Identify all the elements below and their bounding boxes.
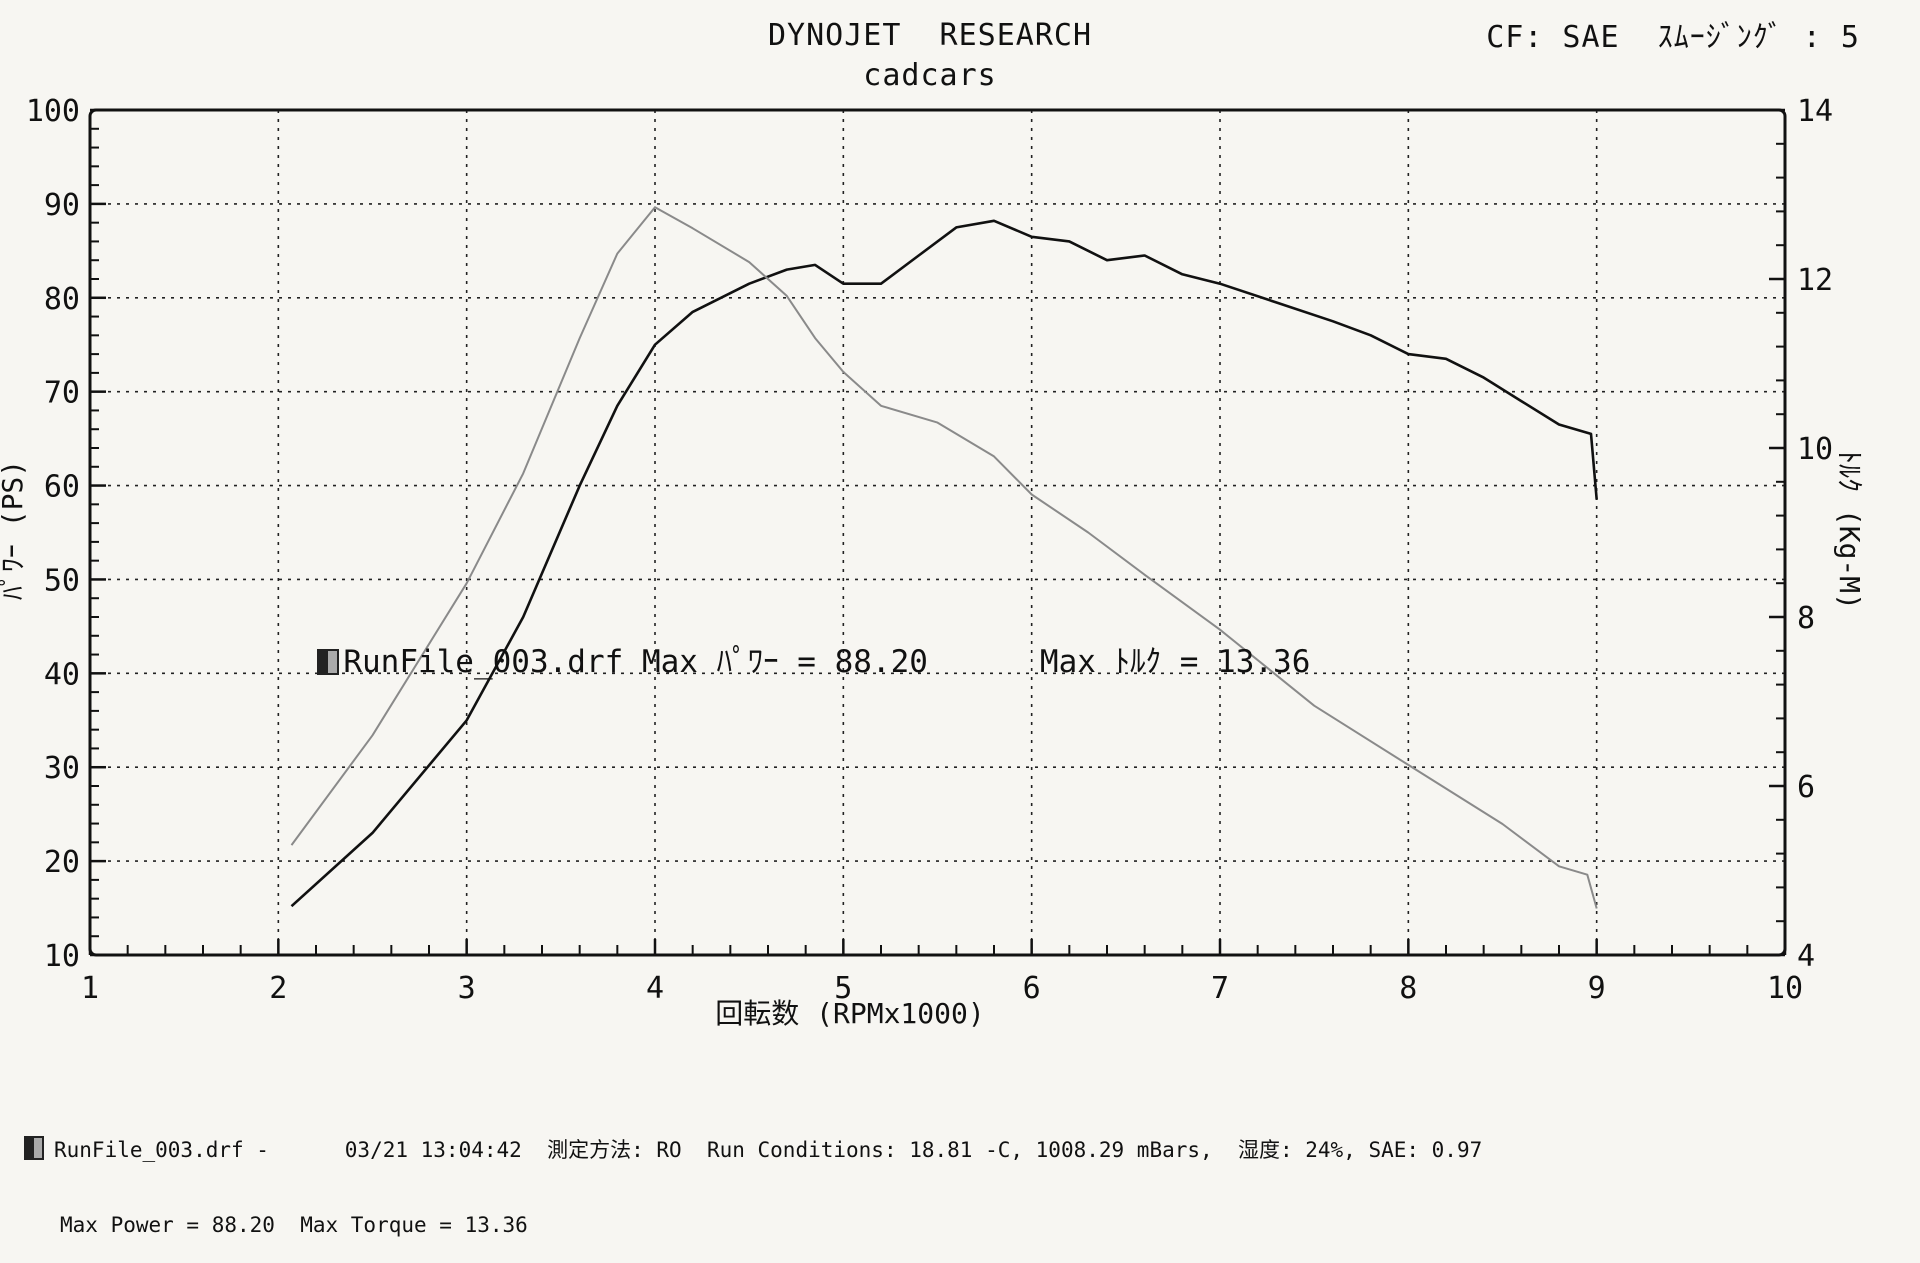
y-left-tick-label: 70 [44,376,80,411]
annotation-max-torque: Max ﾄﾙｸ = 13.36 [1039,644,1311,680]
x-tick-label: 9 [1588,971,1606,1006]
y-right-tick-label: 6 [1797,770,1815,805]
x-tick-label: 7 [1211,971,1229,1006]
footer-line-2: Max Power = 88.20 Max Torque = 13.36 [60,1213,528,1237]
y-left-tick-label: 50 [44,563,80,598]
annotation-max-power: RunFile_003.drf Max ﾊﾟﾜｰ = 88.20 [343,644,928,680]
y-right-tick-label: 12 [1797,263,1833,298]
run-footer: RunFile_003.drf - 03/21 13:04:42 測定方法: R… [24,1086,1482,1263]
x-tick-label: 2 [269,971,287,1006]
series-line-torque [290,206,1598,909]
x-tick-label: 5 [834,971,852,1006]
series-line-power [290,219,1598,908]
footer-swatch-icon [24,1136,44,1160]
x-tick-label: 10 [1767,971,1803,1006]
y-left-tick-label: 10 [44,939,80,974]
x-tick-label: 8 [1399,971,1417,1006]
y-left-tick-label: 40 [44,657,80,692]
run-swatch-icon [317,649,340,675]
y-right-tick-label: 10 [1797,432,1833,467]
plot-frame [88,108,1787,957]
footer-line-1: RunFile_003.drf - 03/21 13:04:42 測定方法: R… [54,1138,1483,1162]
y-left-tick-label: 100 [26,94,80,129]
x-tick-label: 4 [646,971,664,1006]
series-group [290,206,1598,909]
chart-title: DYNOJET RESEARCH [767,18,1093,53]
y-axis-right-title: ﾄﾙｸ (Kg-M) [1833,450,1866,610]
tick-labels: 1 2 3 4 5 6 7 8 9 1010203040506070809010046810121… [26,94,1833,1006]
x-axis-title: 回転数 (RPMx1000) [715,997,984,1030]
y-left-tick-label: 90 [44,188,80,223]
x-tick-label: 6 [1023,971,1041,1006]
y-right-tick-label: 14 [1797,94,1833,129]
y-left-tick-label: 60 [44,470,80,505]
y-left-tick-label: 20 [44,845,80,880]
chart-subtitle: cadcars [863,58,997,93]
max-annotation: RunFile_003.drf Max ﾊﾟﾜｰ = 88.20 Max ﾄﾙｸ… [280,600,1310,681]
y-axis-left-title: ﾊﾟﾜｰ (PS) [0,460,29,600]
dyno-chart: 1 2 3 4 5 6 7 8 9 1010203040506070809010046810121… [0,94,1866,1030]
y-right-tick-label: 4 [1797,939,1815,974]
correction-factor-label: CF: SAE ｽﾑｰｼﾞﾝｸﾞ : 5 [1486,20,1860,55]
x-tick-label: 1 [81,971,99,1006]
y-left-tick-label: 80 [44,282,80,317]
x-tick-label: 3 [458,971,476,1006]
y-left-tick-label: 30 [44,751,80,786]
y-right-tick-label: 8 [1797,601,1815,636]
axis-ticks [88,108,1787,957]
grid [90,110,1785,955]
